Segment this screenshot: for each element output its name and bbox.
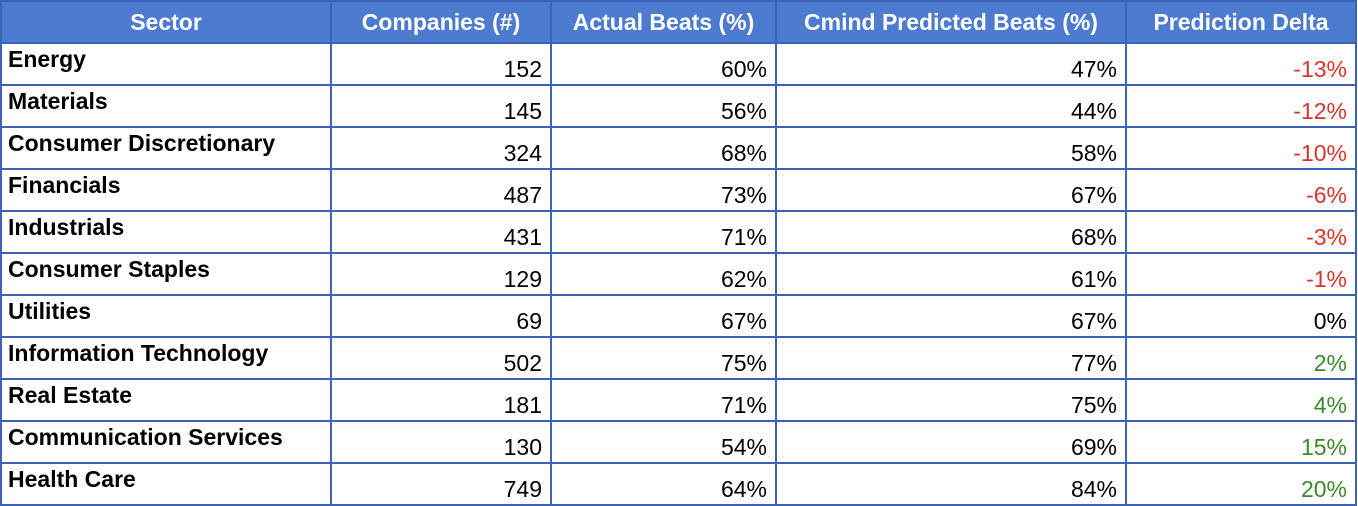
prediction-delta-cell: -10% xyxy=(1125,126,1357,170)
predicted-beats-cell: 68% xyxy=(775,210,1127,254)
table-row: Financials 487 73% 67% -6% xyxy=(0,168,1357,212)
actual-beats-cell: 67% xyxy=(550,294,777,338)
actual-beats-cell: 64% xyxy=(550,462,777,506)
prediction-delta-cell: 20% xyxy=(1125,462,1357,506)
companies-cell: 487 xyxy=(330,168,552,212)
header-row: Sector Companies (#) Actual Beats (%) Cm… xyxy=(0,0,1357,44)
companies-cell: 324 xyxy=(330,126,552,170)
column-header-prediction-delta: Prediction Delta xyxy=(1125,0,1357,44)
table-row: Energy 152 60% 47% -13% xyxy=(0,42,1357,86)
sector-cell: Real Estate xyxy=(0,378,332,422)
prediction-delta-cell: 4% xyxy=(1125,378,1357,422)
prediction-delta-cell: -6% xyxy=(1125,168,1357,212)
prediction-delta-cell: 15% xyxy=(1125,420,1357,464)
column-header-actual-beats: Actual Beats (%) xyxy=(550,0,777,44)
predicted-beats-cell: 44% xyxy=(775,84,1127,128)
companies-cell: 145 xyxy=(330,84,552,128)
actual-beats-cell: 68% xyxy=(550,126,777,170)
sector-cell: Information Technology xyxy=(0,336,332,380)
sector-cell: Energy xyxy=(0,42,332,86)
table-row: Utilities 69 67% 67% 0% xyxy=(0,294,1357,338)
actual-beats-cell: 71% xyxy=(550,210,777,254)
table-body: Energy 152 60% 47% -13% Materials 145 56% 44% -12… xyxy=(0,42,1357,506)
actual-beats-cell: 71% xyxy=(550,378,777,422)
predicted-beats-cell: 58% xyxy=(775,126,1127,170)
prediction-delta-cell: -1% xyxy=(1125,252,1357,296)
actual-beats-cell: 56% xyxy=(550,84,777,128)
predicted-beats-cell: 77% xyxy=(775,336,1127,380)
companies-cell: 69 xyxy=(330,294,552,338)
table-row: Information Technology 502 75% 77% 2% xyxy=(0,336,1357,380)
prediction-delta-cell: -13% xyxy=(1125,42,1357,86)
table-row: Health Care 749 64% 84% 20% xyxy=(0,462,1357,506)
actual-beats-cell: 60% xyxy=(550,42,777,86)
predicted-beats-cell: 67% xyxy=(775,294,1127,338)
actual-beats-cell: 73% xyxy=(550,168,777,212)
sector-cell: Communication Services xyxy=(0,420,332,464)
predicted-beats-cell: 75% xyxy=(775,378,1127,422)
companies-cell: 749 xyxy=(330,462,552,506)
predicted-beats-cell: 61% xyxy=(775,252,1127,296)
prediction-delta-cell: -12% xyxy=(1125,84,1357,128)
prediction-delta-cell: -3% xyxy=(1125,210,1357,254)
table-row: Industrials 431 71% 68% -3% xyxy=(0,210,1357,254)
sector-cell: Consumer Discretionary xyxy=(0,126,332,170)
sector-cell: Utilities xyxy=(0,294,332,338)
actual-beats-cell: 75% xyxy=(550,336,777,380)
companies-cell: 152 xyxy=(330,42,552,86)
companies-cell: 129 xyxy=(330,252,552,296)
sector-cell: Financials xyxy=(0,168,332,212)
sector-cell: Materials xyxy=(0,84,332,128)
sector-cell: Industrials xyxy=(0,210,332,254)
companies-cell: 130 xyxy=(330,420,552,464)
companies-cell: 181 xyxy=(330,378,552,422)
column-header-companies: Companies (#) xyxy=(330,0,552,44)
table-row: Communication Services 130 54% 69% 15% xyxy=(0,420,1357,464)
predicted-beats-cell: 67% xyxy=(775,168,1127,212)
prediction-delta-cell: 0% xyxy=(1125,294,1357,338)
prediction-delta-cell: 2% xyxy=(1125,336,1357,380)
predicted-beats-cell: 84% xyxy=(775,462,1127,506)
actual-beats-cell: 62% xyxy=(550,252,777,296)
table-row: Real Estate 181 71% 75% 4% xyxy=(0,378,1357,422)
predicted-beats-cell: 69% xyxy=(775,420,1127,464)
companies-cell: 431 xyxy=(330,210,552,254)
companies-cell: 502 xyxy=(330,336,552,380)
table-row: Consumer Staples 129 62% 61% -1% xyxy=(0,252,1357,296)
predicted-beats-cell: 47% xyxy=(775,42,1127,86)
actual-beats-cell: 54% xyxy=(550,420,777,464)
table-row: Materials 145 56% 44% -12% xyxy=(0,84,1357,128)
column-header-predicted-beats: Cmind Predicted Beats (%) xyxy=(775,0,1127,44)
column-header-sector: Sector xyxy=(0,0,332,44)
sector-cell: Health Care xyxy=(0,462,332,506)
sector-cell: Consumer Staples xyxy=(0,252,332,296)
table-row: Consumer Discretionary 324 68% 58% -10% xyxy=(0,126,1357,170)
